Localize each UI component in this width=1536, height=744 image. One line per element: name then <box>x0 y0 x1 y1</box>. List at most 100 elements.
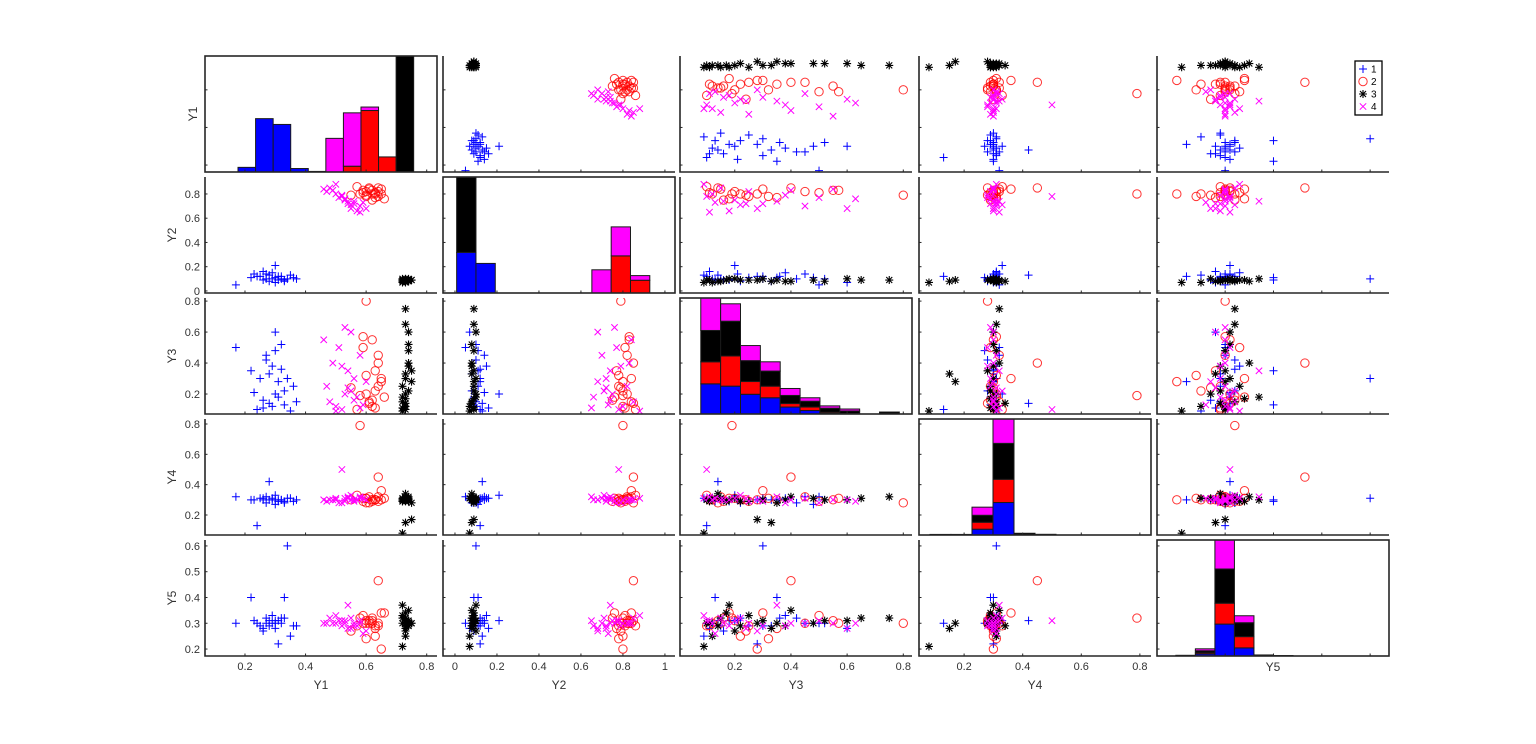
data-point-asterisk <box>924 642 933 651</box>
data-point-circle <box>607 81 618 91</box>
data-point-cross <box>341 617 349 625</box>
histogram-bar-group-4 <box>839 408 861 412</box>
histogram-bar-group-2 <box>739 381 761 395</box>
data-point-cross <box>705 617 714 625</box>
data-point-cross <box>1226 493 1234 501</box>
x-tick-label: 0.4 <box>1015 661 1030 673</box>
data-point-cross <box>995 404 1003 412</box>
histogram-bar-group-2 <box>610 255 631 293</box>
panel-Y4-vs-Y3 <box>679 419 912 536</box>
x-axis-label-Y3: Y3 <box>789 678 804 692</box>
data-point-circle <box>376 486 386 496</box>
data-point-cross <box>338 465 346 474</box>
data-point-cross <box>1048 405 1056 414</box>
data-point-circle <box>628 358 639 368</box>
data-point-plus <box>495 142 504 151</box>
data-point-circle <box>1230 81 1240 91</box>
data-point-cross <box>725 91 733 100</box>
data-point-cross <box>711 88 719 96</box>
data-point-cross <box>594 624 602 632</box>
y-tick-label: 0.3 <box>185 618 200 630</box>
data-point-plus <box>495 491 504 500</box>
data-point-cross <box>335 499 343 507</box>
series-group-1 <box>231 261 301 289</box>
data-point-asterisk <box>725 63 734 72</box>
data-point-asterisk <box>989 601 998 610</box>
data-point-plus <box>1211 149 1220 158</box>
data-point-cross <box>989 378 997 386</box>
data-point-circle <box>833 185 844 196</box>
data-point-circle <box>704 79 715 89</box>
data-point-plus <box>271 390 280 399</box>
data-point-plus <box>705 149 714 158</box>
histogram-frame <box>204 55 438 173</box>
data-point-cross <box>1048 617 1056 625</box>
data-point-cross <box>829 619 837 627</box>
panel-Y2-vs-Y5 <box>1156 177 1389 294</box>
data-point-cross <box>983 191 992 199</box>
data-point-asterisk <box>1001 621 1010 630</box>
data-point-plus <box>231 619 240 628</box>
data-point-plus <box>461 166 470 172</box>
y-tick-label: 0.4 <box>185 592 200 604</box>
data-point-asterisk <box>469 608 478 617</box>
data-point-cross <box>602 624 610 632</box>
data-point-cross <box>636 407 644 414</box>
data-point-asterisk <box>820 59 829 68</box>
data-point-circle <box>346 190 356 200</box>
x-tick-label: 0.2 <box>727 661 742 673</box>
data-point-circle <box>618 386 628 396</box>
data-point-asterisk <box>1225 59 1234 68</box>
data-point-asterisk <box>1245 492 1254 501</box>
data-point-plus <box>478 477 487 486</box>
data-point-plus <box>265 399 274 408</box>
data-point-circle <box>373 358 383 368</box>
data-point-cross <box>986 323 995 331</box>
data-point-cross <box>1207 496 1215 504</box>
data-point-circle <box>741 94 751 104</box>
data-point-circle <box>352 181 362 192</box>
data-point-cross <box>759 497 767 505</box>
histogram-bar-group-2 <box>1233 636 1255 649</box>
data-point-asterisk <box>989 59 998 68</box>
data-point-cross <box>992 384 1000 392</box>
data-point-plus <box>1216 129 1225 138</box>
data-point-circle <box>741 626 751 636</box>
data-point-asterisk <box>730 61 739 70</box>
data-point-plus <box>705 267 714 276</box>
x-tick-label: 0.6 <box>839 661 854 673</box>
data-point-circle <box>358 332 368 342</box>
data-point-circle <box>376 184 386 194</box>
y-tick-label: 0.2 <box>185 389 200 401</box>
data-point-cross <box>350 396 358 404</box>
histogram-frame <box>918 418 1152 536</box>
data-point-cross <box>320 336 328 344</box>
data-point-circle <box>898 498 908 508</box>
data-point-asterisk <box>398 529 407 535</box>
data-point-cross <box>627 336 635 344</box>
data-point-cross <box>594 328 602 336</box>
data-point-cross <box>613 103 621 111</box>
data-point-cross <box>338 499 346 507</box>
data-point-cross <box>320 619 328 627</box>
histogram-bar-group-4 <box>342 112 362 167</box>
histogram-bar-group-3 <box>739 360 761 383</box>
data-point-cross <box>602 97 610 105</box>
data-point-asterisk <box>722 61 731 70</box>
data-point-cross <box>344 367 352 375</box>
series-group-2 <box>607 298 641 414</box>
data-point-cross <box>1221 112 1229 120</box>
panel-Y3-vs-Y5 <box>1156 298 1389 415</box>
data-point-asterisk <box>699 63 708 72</box>
panel-Y2-vs-Y2 <box>442 176 676 294</box>
data-point-plus <box>478 146 487 155</box>
data-point-plus <box>1269 157 1278 166</box>
data-point-cross <box>600 614 608 622</box>
panel-Y2-vs-Y4 <box>918 177 1151 294</box>
data-point-cross <box>341 390 349 398</box>
data-point-plus <box>1024 146 1033 155</box>
axes-lines <box>1156 56 1389 173</box>
data-point-plus <box>843 142 852 151</box>
data-point-cross <box>843 204 851 213</box>
data-point-asterisk <box>713 277 722 286</box>
